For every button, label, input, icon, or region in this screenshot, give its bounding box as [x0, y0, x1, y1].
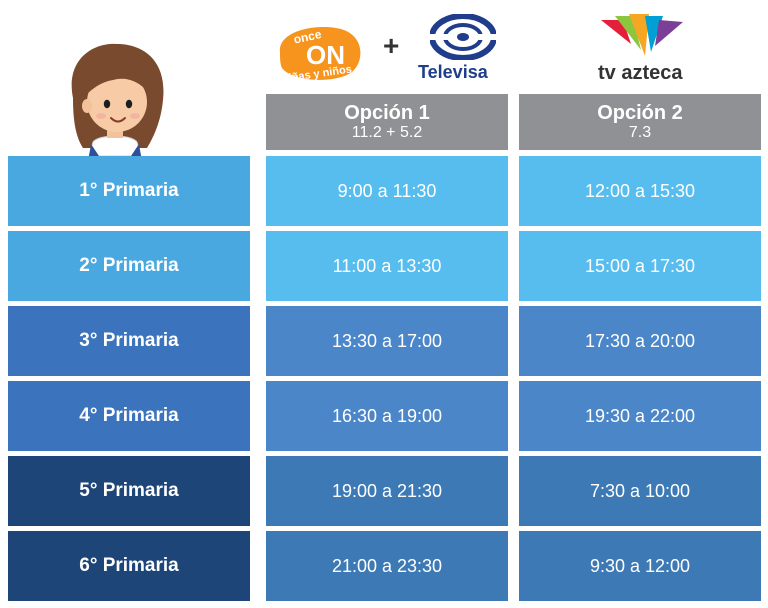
grade-cell: 2° Primaria: [8, 231, 250, 301]
option2-time-cell: 15:00 a 17:30: [519, 231, 761, 301]
grade-cell: 1° Primaria: [8, 156, 250, 226]
tvazteca-logo-text: tv azteca: [598, 62, 683, 84]
grade-cell: 6° Primaria: [8, 531, 250, 601]
option2-time-cell: 12:00 a 15:30: [519, 156, 761, 226]
option1-title: Opción 1: [344, 102, 430, 124]
option2-time-cell: 17:30 a 20:00: [519, 306, 761, 376]
option2-title: Opción 2: [597, 102, 683, 124]
option1-time-cell: 9:00 a 11:30: [266, 156, 508, 226]
option1-header: Opción 1 11.2 + 5.2: [266, 94, 508, 150]
grade-cell: 4° Primaria: [8, 381, 250, 451]
option1-time-cell: 13:30 a 17:00: [266, 306, 508, 376]
televisa-logo-icon: [430, 14, 496, 60]
option1-time-cell: 21:00 a 23:30: [266, 531, 508, 601]
grade-cell: 5° Primaria: [8, 456, 250, 526]
option2-time-cell: 19:30 a 22:00: [519, 381, 761, 451]
girl-illustration: [71, 43, 164, 156]
option1-channels: 11.2 + 5.2: [351, 124, 423, 141]
option1-time-cell: 19:00 a 21:30: [266, 456, 508, 526]
tvazteca-logo-icon: [601, 14, 683, 56]
plus-sign: +: [383, 30, 400, 61]
option2-channels: 7.3: [628, 124, 652, 141]
once-ninos-logo: once ON niñas y niños: [279, 27, 361, 84]
option2-time-cell: 7:30 a 10:00: [519, 456, 761, 526]
option1-time-cell: 11:00 a 13:30: [266, 231, 508, 301]
option2-header: Opción 2 7.3: [519, 94, 761, 150]
once-logo-text-top: once: [292, 27, 323, 47]
televisa-logo-text: Televisa: [418, 62, 488, 82]
grade-cell: 3° Primaria: [8, 306, 250, 376]
once-logo-text-main: ON: [306, 40, 345, 70]
option2-time-cell: 9:30 a 12:00: [519, 531, 761, 601]
option1-time-cell: 16:30 a 19:00: [266, 381, 508, 451]
